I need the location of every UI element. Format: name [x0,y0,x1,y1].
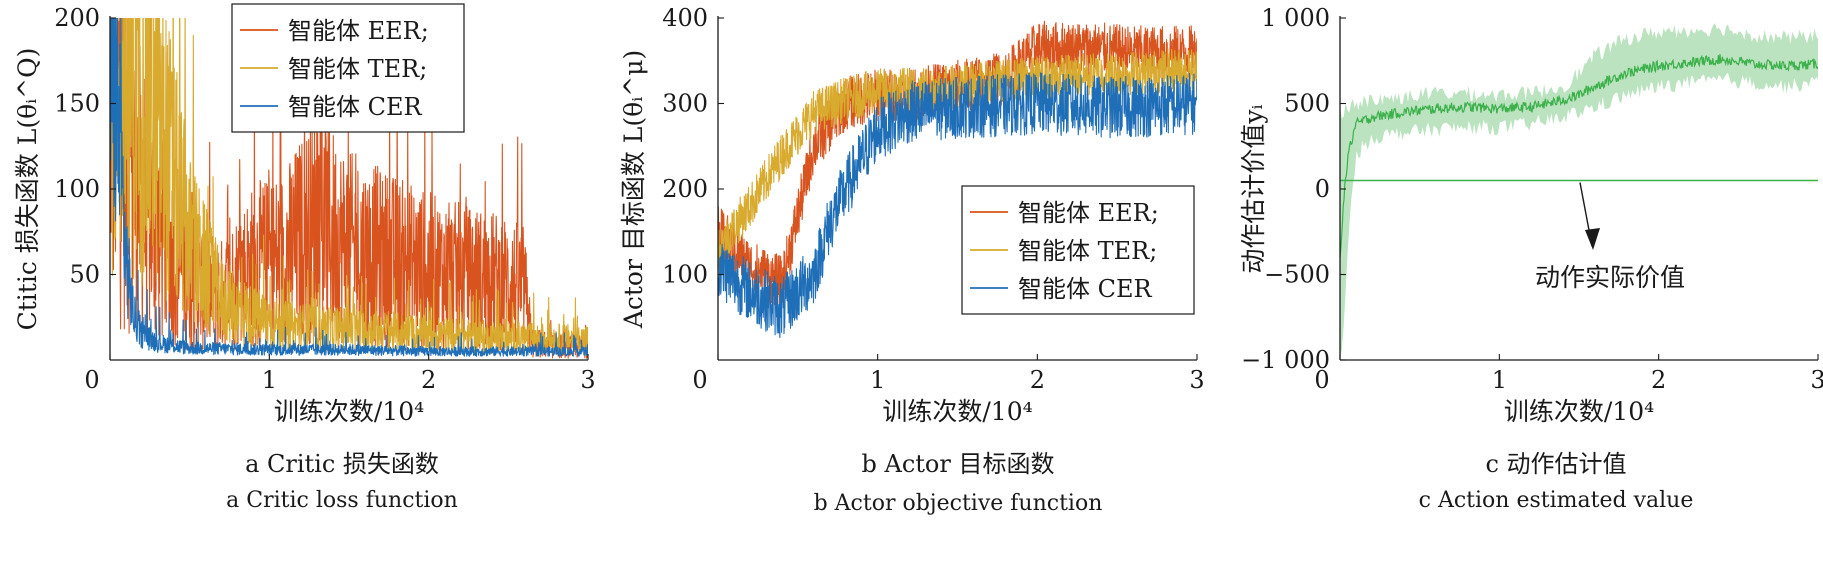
x-tick-label: 0 [84,366,99,394]
y-tick-label: 1 000 [1261,4,1330,32]
x-tick-label: 2 [421,366,436,394]
series-line-2 [110,18,588,357]
y-tick-label: 100 [662,261,708,289]
x-axis-label: 训练次数/10⁴ [882,397,1032,426]
x-tick-label: 1 [870,366,885,394]
series-band [1340,23,1818,357]
x-tick-label: 2 [1651,366,1666,394]
x-tick-label: 2 [1030,366,1045,394]
x-tick-label: 0 [692,366,707,394]
panel-action-estimated-value: 0 1 2 3 −1 000 −500 0 500 1 000 训练次数/10⁴ 动作估计价值yᵢ 动… [1239,4,1823,426]
x-tick-label: 3 [1189,366,1204,394]
legend-label: 智能体 CER [1018,275,1153,303]
y-tick-label: 150 [54,90,100,118]
legend-label: 智能体 CER [288,93,423,121]
x-tick-label: 3 [1810,366,1823,394]
y-tick-label: −500 [1264,261,1330,289]
legend-label: 智能体 EER; [1018,199,1159,227]
y-tick-label: 500 [1284,90,1330,118]
panel-critic-loss: 0 1 2 3 50 100 150 200 训练次数/10⁴ Ctitic 损失函数 L(θᵢ^… [13,3,596,426]
y-tick-label: 400 [662,4,708,32]
x-tick-label: 1 [262,366,277,394]
x-tick-label: 0 [1314,366,1329,394]
caption-c-en: c Action estimated value [1419,488,1694,513]
series-line-0 [110,18,588,359]
series-line-1 [110,18,588,355]
y-axis-label: Ctitic 损失函数 L(θᵢ^Q) [13,48,42,331]
x-tick-label: 1 [1492,366,1507,394]
y-tick-label: 50 [69,261,100,289]
y-tick-label: 200 [662,175,708,203]
caption-b-en: b Actor objective function [814,491,1103,516]
y-tick-label: 200 [54,4,100,32]
y-tick-label: 100 [54,175,100,203]
legend-label: 智能体 EER; [288,17,429,45]
y-tick-label: 300 [662,90,708,118]
legend-label: 智能体 TER; [1018,237,1157,265]
caption-b-zh: b Actor 目标函数 [862,450,1055,478]
y-tick-label: −1 000 [1241,346,1330,374]
y-tick-label: 0 [1315,175,1330,203]
plot-area [718,20,1197,339]
annotation-arrow-head [1585,228,1600,250]
plot-area [1340,23,1818,357]
series-line [1340,54,1818,258]
y-axis-label: 动作估计价值yᵢ [1239,104,1268,273]
annotation-label: 动作实际价值 [1535,263,1685,292]
x-tick-label: 3 [580,366,595,394]
series-line-1 [718,48,1197,272]
x-axis-label: 训练次数/10⁴ [1504,397,1654,426]
plot-area [110,18,588,359]
caption-a-zh: a Critic 损失函数 [245,450,439,478]
y-axis-label: Actor 目标函数 L(θᵢ^μ) [619,50,648,329]
x-axis-label: 训练次数/10⁴ [274,397,424,426]
legend-label: 智能体 TER; [288,55,427,83]
caption-c-zh: c 动作估计值 [1485,450,1626,478]
series-line-2 [718,72,1197,339]
caption-a-en: a Critic loss function [226,488,458,513]
panel-actor-objective: 0 1 2 3 100 200 300 400 训练次数/10⁴ Actor 目标函数 L(θᵢ^… [619,4,1205,426]
